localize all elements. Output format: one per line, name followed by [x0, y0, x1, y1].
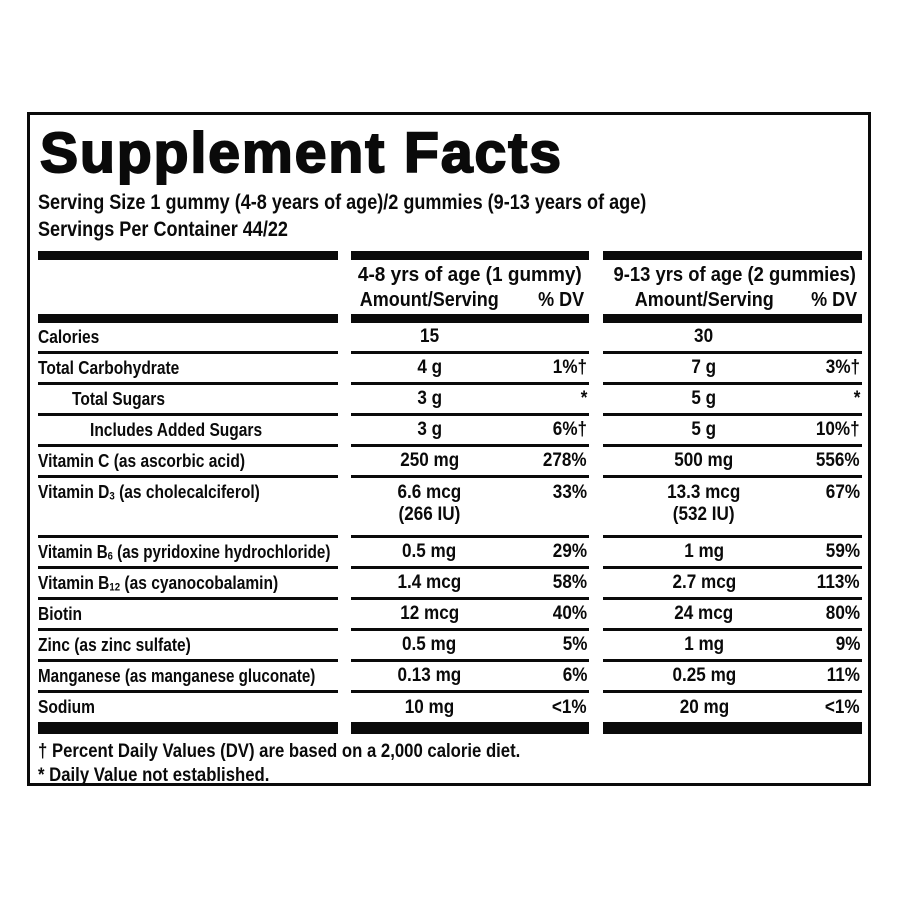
amount-value: 500 mg — [674, 450, 734, 472]
dv-value: 278% — [543, 450, 587, 472]
table-row: Zinc (as zinc sulfate) 0.5 mg 5% 1 mg 9% — [38, 631, 862, 663]
amount-serving-header: Amount/Serving — [360, 288, 500, 311]
amount-value: 0.5 mg — [402, 541, 457, 563]
dv-value: 80% — [825, 603, 860, 625]
nutrient-label: Manganese (as manganese gluconate) — [38, 662, 338, 694]
nutrient-label: Includes Added Sugars — [38, 416, 338, 448]
amount-value: 4 g — [417, 357, 442, 379]
col-header-4-8: 4-8 yrs of age (1 gummy) — [358, 264, 582, 287]
nutrient-label: Zinc (as zinc sulfate) — [38, 631, 338, 663]
nutrient-label: Calories — [38, 323, 338, 355]
dv-value: 40% — [552, 603, 587, 625]
amount-serving-header: Amount/Serving — [634, 288, 774, 311]
amount-value: 0.25 mg — [672, 665, 736, 687]
percent-dv-header: % DV — [810, 288, 857, 311]
amount-value: 3 g — [417, 419, 442, 441]
dv-value: * — [580, 388, 587, 410]
nutrient-label: Vitamin B12 (as cyanocobalamin) — [38, 569, 338, 601]
table-row: Manganese (as manganese gluconate) 0.13 … — [38, 662, 862, 694]
supplement-table: 4-8 yrs of age (1 gummy) Amount/Serving … — [38, 251, 862, 735]
dv-value: 33% — [552, 482, 587, 504]
nutrient-label: Vitamin C (as ascorbic acid) — [38, 447, 338, 479]
amount-value: 12 mcg — [400, 603, 460, 625]
table-divider-bar — [38, 314, 862, 324]
table-row: Total Sugars 3 g * 5 g * — [38, 385, 862, 417]
footnotes: † Percent Daily Values (DV) are based on… — [38, 740, 862, 786]
dv-value: 3%† — [825, 357, 860, 379]
dv-value: <1% — [552, 696, 587, 718]
dv-value: 6%† — [552, 419, 587, 441]
col-group-4-8: 4-8 yrs of age (1 gummy) Amount/Serving … — [351, 260, 589, 314]
amount-value: 6.6 mcg (266 IU) — [397, 482, 462, 525]
table-row: Total Carbohydrate 4 g 1%† 7 g 3%† — [38, 354, 862, 386]
dv-value: 10%† — [816, 419, 860, 441]
amount-value: 1 mg — [684, 541, 724, 563]
servings-per-container-line: Servings Per Container 44/22 — [38, 216, 288, 241]
amount-value: 13.3 mcg (532 IU) — [667, 482, 741, 525]
dv-value: 11% — [826, 665, 860, 687]
dv-value: * — [853, 388, 860, 410]
table-divider-bar — [38, 251, 862, 261]
nutrient-label: Biotin — [38, 600, 338, 632]
amount-value: 0.13 mg — [397, 665, 462, 687]
amount-value: 2.7 mcg — [672, 572, 736, 594]
table-divider-bar — [38, 722, 862, 735]
amount-value: 250 mg — [400, 450, 460, 472]
table-row: Vitamin B6 (as pyridoxine hydrochloride)… — [38, 538, 862, 570]
table-row: Calories 15 30 — [38, 323, 862, 355]
label-box: Supplement Facts Serving Size 1 gummy (4… — [27, 112, 871, 786]
amount-value: 30 — [694, 326, 714, 348]
serving-size-line: Serving Size 1 gummy (4-8 years of age)/… — [38, 190, 647, 214]
amount-value: 0.5 mg — [402, 634, 457, 656]
nutrient-label: Vitamin B6 (as pyridoxine hydrochloride) — [38, 538, 338, 570]
dv-value: 5% — [562, 634, 587, 656]
dv-value: 58% — [552, 572, 587, 594]
amount-value: 10 mg — [404, 696, 455, 718]
amount-value: 20 mg — [679, 696, 729, 718]
amount-value: 15 — [420, 326, 440, 348]
dv-value: 29% — [552, 541, 587, 563]
col-group-9-13: 9-13 yrs of age (2 gummies) Amount/Servi… — [603, 260, 862, 314]
dv-value: 59% — [825, 541, 860, 563]
table-row: Sodium 10 mg <1% 20 mg <1% — [38, 693, 862, 722]
page-title: Supplement Facts — [39, 121, 563, 185]
table-row: Includes Added Sugars 3 g 6%† 5 g 10%† — [38, 416, 862, 448]
amount-value: 7 g — [691, 357, 717, 379]
amount-value: 24 mcg — [674, 603, 734, 625]
amount-value: 1.4 mcg — [397, 572, 462, 594]
dv-value: 6% — [562, 665, 587, 687]
table-header-row: 4-8 yrs of age (1 gummy) Amount/Serving … — [38, 260, 862, 314]
footnote-daily-value-not-established: * Daily Value not established. — [38, 765, 270, 786]
nutrient-label: Total Carbohydrate — [38, 354, 338, 386]
table-row: Vitamin B12 (as cyanocobalamin) 1.4 mcg 5… — [38, 569, 862, 601]
footnote-daily-values: † Percent Daily Values (DV) are based on… — [38, 741, 521, 763]
amount-value: 5 g — [691, 419, 717, 441]
nutrient-label: Total Sugars — [38, 385, 338, 417]
dv-value: 67% — [825, 482, 860, 504]
nutrient-label: Sodium — [38, 696, 95, 718]
table-row: Vitamin D3 (as cholecalciferol) 6.6 mcg(… — [38, 478, 862, 539]
amount-value: 1 mg — [684, 634, 724, 656]
dv-value: 556% — [816, 450, 860, 472]
dv-value: 9% — [835, 634, 860, 656]
dv-value: <1% — [825, 696, 860, 718]
dv-value: 1%† — [552, 357, 587, 379]
table-row: Vitamin C (as ascorbic acid) 250 mg 278% … — [38, 447, 862, 479]
amount-value: 5 g — [691, 388, 717, 410]
table-row: Biotin 12 mcg 40% 24 mcg 80% — [38, 600, 862, 632]
col-header-9-13: 9-13 yrs of age (2 gummies) — [613, 264, 856, 287]
percent-dv-header: % DV — [537, 288, 584, 311]
nutrient-label: Vitamin D3 (as cholecalciferol) — [38, 478, 338, 539]
dv-value: 113% — [817, 572, 860, 594]
amount-value: 3 g — [417, 388, 442, 410]
